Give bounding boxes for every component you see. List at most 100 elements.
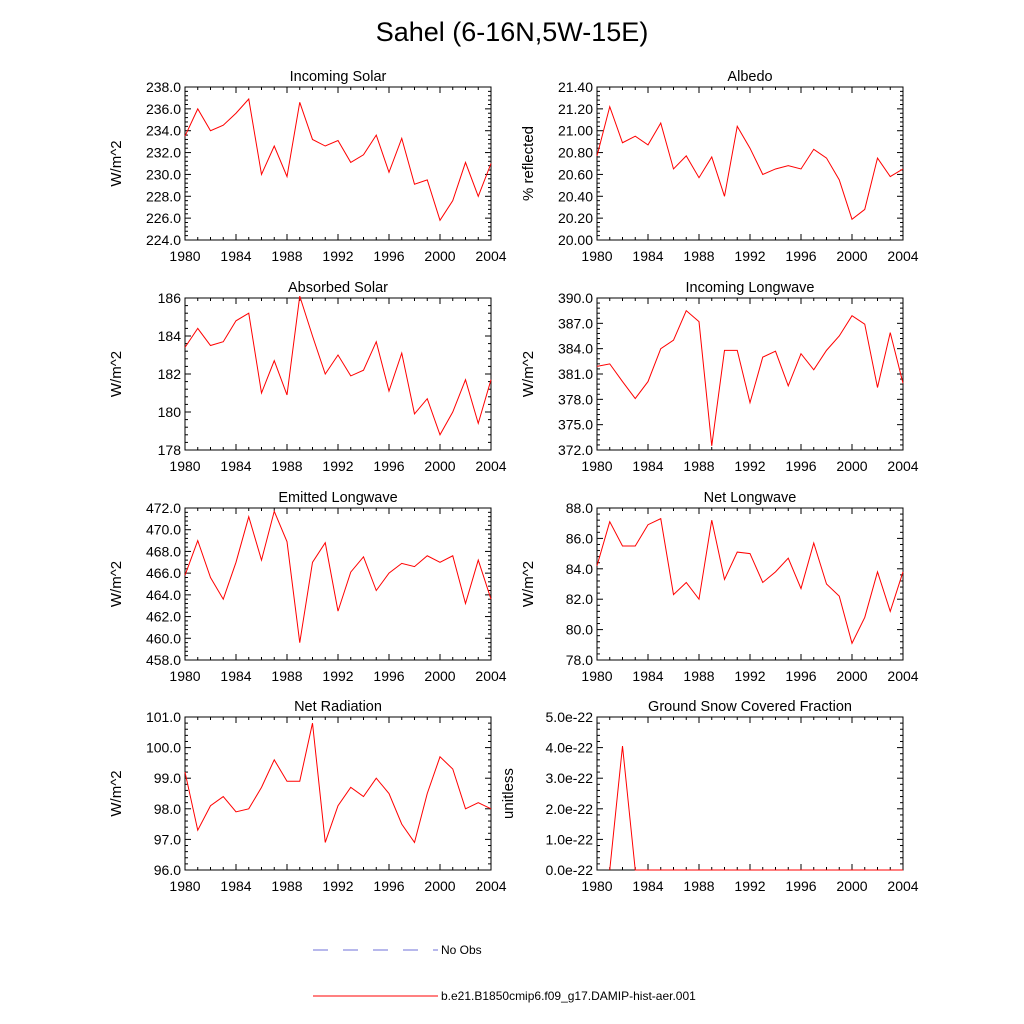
series-line-0: [609, 746, 903, 871]
y-tick-label: 178: [158, 442, 182, 458]
series-line-0: [596, 104, 904, 221]
y-tick-label: 186: [158, 290, 182, 306]
y-tick-label: 470.0: [146, 522, 181, 538]
y-tick-label: 101.0: [146, 709, 181, 725]
y-tick-label: 1.0e-22: [546, 831, 594, 847]
y-axis-label: unitless: [500, 768, 517, 819]
x-tick-label: 2004: [475, 458, 506, 474]
panel-title: Incoming Longwave: [686, 280, 815, 296]
x-tick-label: 1988: [683, 248, 714, 264]
x-tick-label: 1980: [169, 878, 200, 894]
y-tick-label: 230.0: [146, 166, 181, 182]
x-tick-label: 1988: [683, 668, 714, 684]
y-tick-label: 458.0: [146, 652, 181, 668]
series-line-0: [596, 309, 904, 446]
y-tick-label: 238.0: [146, 79, 181, 95]
figure-title: Sahel (6-16N,5W-15E): [376, 17, 649, 47]
x-tick-label: 2004: [887, 668, 918, 684]
y-tick-label: 462.0: [146, 609, 181, 625]
y-tick-label: 232.0: [146, 145, 181, 161]
panel-1: Albedo 1980 1984 1988 1992 1996 2000 2004 20.00 2…: [520, 69, 919, 264]
y-axis-label: W/m^2: [520, 351, 537, 397]
panel-0: Incoming Solar 1980 1984 1988 1992 1996 2000 20…: [108, 69, 507, 264]
y-tick-label: 466.0: [146, 565, 181, 581]
y-axis-label: W/m^2: [108, 770, 125, 816]
x-tick-label: 1996: [785, 668, 816, 684]
series-line-0: [184, 723, 492, 844]
panel-title: Emitted Longwave: [278, 490, 397, 506]
panel-5: Net Longwave 1980 1984 1988 1992 1996 2000 2004…: [520, 490, 919, 684]
panel-7: Ground Snow Covered Fraction 1980 1984 1988…: [500, 699, 919, 894]
x-tick-label: 1996: [373, 668, 404, 684]
x-tick-label: 2000: [836, 248, 867, 264]
y-tick-label: 384.0: [558, 341, 593, 357]
y-tick-label: 21.20: [558, 101, 593, 117]
x-tick-label: 1996: [785, 458, 816, 474]
x-tick-label: 2000: [424, 668, 455, 684]
x-tick-label: 1992: [734, 668, 765, 684]
x-tick-label: 2004: [475, 248, 506, 264]
x-tick-label: 2004: [887, 458, 918, 474]
y-tick-label: 20.00: [558, 232, 593, 248]
y-tick-label: 468.0: [146, 543, 181, 559]
y-tick-label: 381.0: [558, 366, 593, 382]
x-tick-label: 1992: [322, 668, 353, 684]
legend: No Obs b.e21.B1850cmip6.f09_g17.DAMIP-hi…: [313, 943, 696, 1003]
y-tick-label: 5.0e-22: [546, 709, 594, 725]
x-tick-label: 1992: [734, 248, 765, 264]
series-line-0: [596, 517, 904, 645]
x-tick-label: 2000: [836, 458, 867, 474]
panel-4: Emitted Longwave 1980 1984 1988 1992 1996 2000…: [108, 490, 507, 684]
legend-label-model: b.e21.B1850cmip6.f09_g17.DAMIP-hist-aer.…: [441, 989, 696, 1003]
panel-title: Absorbed Solar: [288, 280, 388, 296]
x-tick-label: 1980: [581, 458, 612, 474]
x-tick-label: 1992: [734, 878, 765, 894]
y-tick-label: 378.0: [558, 391, 593, 407]
x-tick-label: 2004: [887, 878, 918, 894]
x-tick-label: 1984: [220, 458, 251, 474]
x-tick-label: 1988: [683, 878, 714, 894]
x-tick-label: 1988: [271, 668, 302, 684]
panel-3: Incoming Longwave 1980 1984 1988 1992 1996 200…: [520, 280, 919, 474]
x-tick-label: 1988: [683, 458, 714, 474]
panel-2: Absorbed Solar 1980 1984 1988 1992 1996 2000 20…: [108, 280, 507, 474]
y-tick-label: 236.0: [146, 101, 181, 117]
x-tick-label: 1992: [734, 458, 765, 474]
x-tick-label: 2004: [887, 248, 918, 264]
y-tick-label: 375.0: [558, 417, 593, 433]
series-line-0: [184, 97, 492, 222]
x-tick-label: 2000: [424, 878, 455, 894]
y-tick-label: 387.0: [558, 315, 593, 331]
y-tick-label: 2.0e-22: [546, 801, 594, 817]
y-tick-label: 464.0: [146, 587, 181, 603]
x-tick-label: 1980: [169, 668, 200, 684]
panel-6: Net Radiation 1980 1984 1988 1992 1996 2000 200…: [108, 699, 507, 894]
x-tick-label: 1984: [632, 668, 663, 684]
y-tick-label: 182: [158, 366, 182, 382]
series-line-0: [184, 295, 492, 437]
y-tick-label: 184: [158, 328, 182, 344]
x-tick-label: 1992: [322, 248, 353, 264]
y-tick-label: 99.0: [154, 770, 181, 786]
x-tick-label: 1984: [632, 458, 663, 474]
y-tick-label: 180: [158, 404, 182, 420]
x-tick-label: 1980: [169, 248, 200, 264]
y-tick-label: 82.0: [566, 591, 593, 607]
y-tick-label: 228.0: [146, 188, 181, 204]
x-tick-label: 2004: [475, 668, 506, 684]
y-tick-label: 88.0: [566, 500, 593, 516]
series-line-0: [184, 509, 492, 643]
y-tick-label: 20.60: [558, 166, 593, 182]
y-tick-label: 372.0: [558, 442, 593, 458]
panel-title: Albedo: [727, 69, 772, 85]
x-tick-label: 1980: [581, 668, 612, 684]
y-tick-label: 80.0: [566, 622, 593, 638]
panel-title: Ground Snow Covered Fraction: [648, 699, 852, 715]
x-tick-label: 2000: [836, 668, 867, 684]
legend-label-no-obs: No Obs: [441, 943, 482, 957]
y-axis-label: W/m^2: [108, 140, 125, 186]
y-tick-label: 96.0: [154, 862, 181, 878]
y-tick-label: 472.0: [146, 500, 181, 516]
x-tick-label: 1984: [632, 248, 663, 264]
